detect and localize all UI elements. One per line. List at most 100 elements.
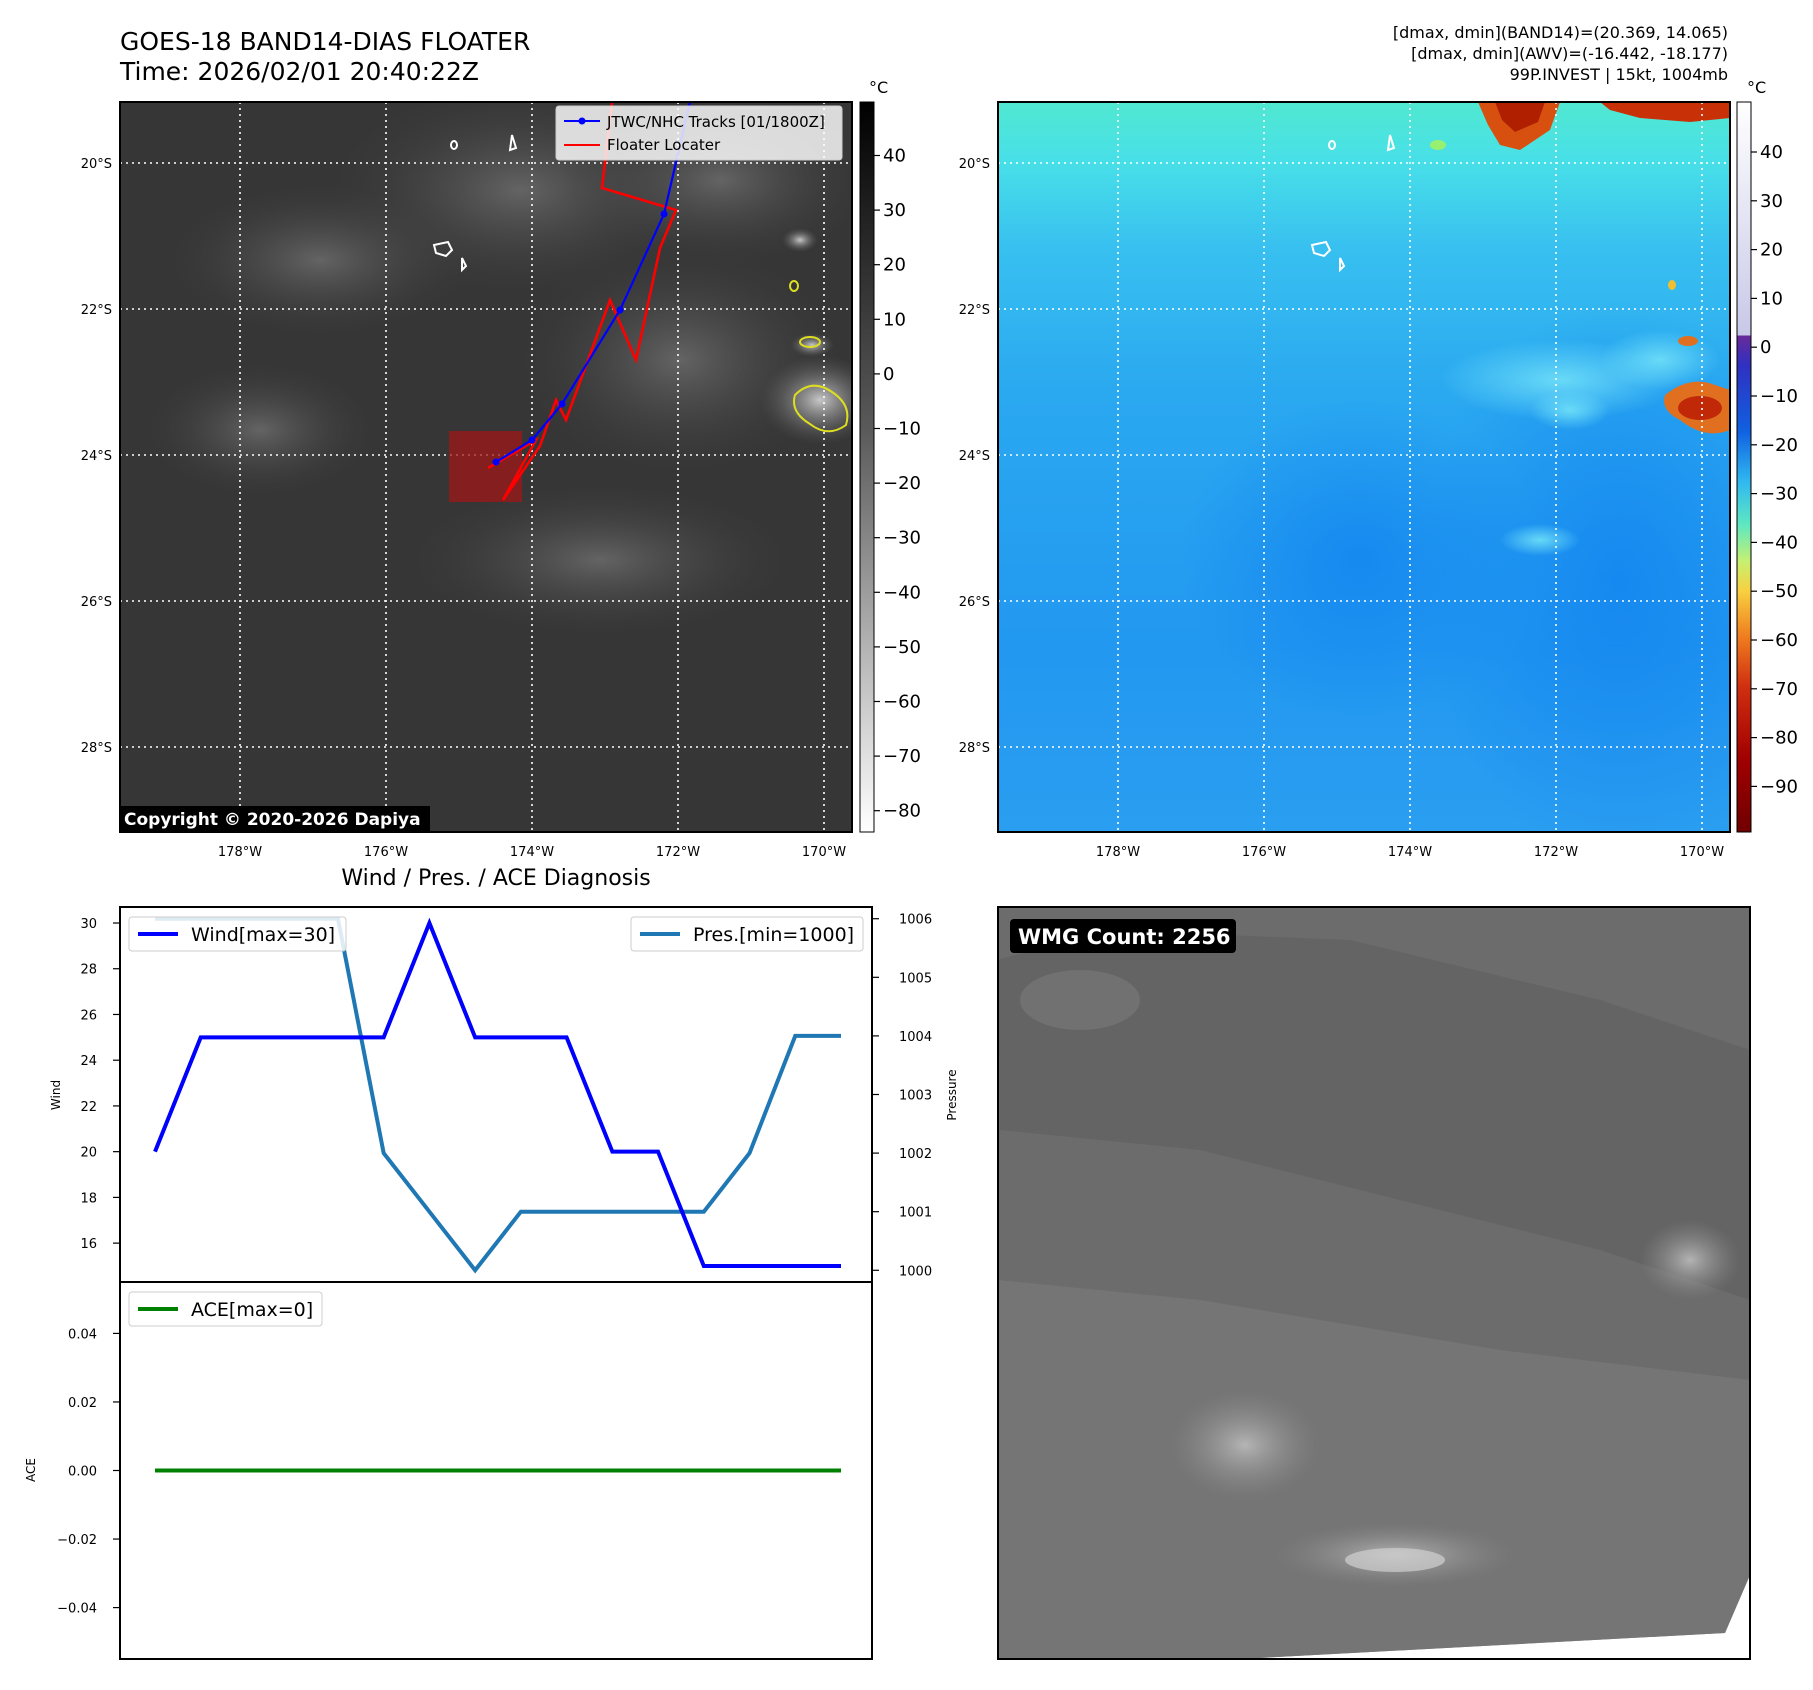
wind-legend: Wind[max=30] [128,916,347,952]
ir-colorbar-tick-label: −80 [883,801,921,822]
awv-colorbar-tick-label: −60 [1760,630,1798,651]
ir-colorbar: °C 40 30 20 10 0 −10 −20 −30 −40 −50 −60 −70 −80 [859,78,921,833]
awv-colorbar-tick-label: −40 [1760,532,1798,553]
ir-lon-label: 176°W [364,845,408,860]
pressure-axis-label: Pressure [945,1069,959,1120]
pressure-tick-label: 1001 [899,1206,932,1221]
legend-locater: Floater Locater [607,136,721,154]
awv-islands [1310,134,1396,273]
figure-title: GOES-18 BAND14-DIAS FLOATER [120,27,530,56]
awv-colorbar-ticks: 40 30 20 10 0 −10 −20 −30 −40 −50 −60 −70 −80 −90 [1751,142,1798,797]
ace-axis-ticks: 0.04 0.02 0.00 −0.02 −0.04 [57,1327,120,1617]
awv-lat-label: 28°S [959,741,990,756]
ir-lat-labels: 20°S 22°S 24°S 26°S 28°S [81,157,112,756]
awv-colorbar-ramp [1736,101,1752,833]
pressure-tick-label: 1004 [899,1030,932,1045]
ir-map: JTWC/NHC Tracks [01/1800Z] Floater Locat… [81,101,853,860]
ir-colorbar-tick-label: 20 [883,255,906,276]
ace-tick-label: −0.04 [57,1602,97,1617]
awv-lat-label: 24°S [959,449,990,464]
ir-lat-label: 24°S [81,449,112,464]
ir-colorbar-tick-label: −70 [883,746,921,767]
wind-tick-label: 22 [80,1100,97,1115]
wind-tick-label: 20 [80,1146,97,1161]
pressure-tick-label: 1005 [899,971,932,986]
awv-lat-label: 22°S [959,303,990,318]
awv-colorbar-tick-label: −70 [1760,679,1798,700]
ace-tick-label: 0.04 [68,1327,97,1342]
awv-map-frame [997,101,1731,833]
ir-lon-labels: 178°W 176°W 174°W 172°W 170°W [218,845,846,860]
awv-lon-label: 170°W [1680,845,1724,860]
stats-awv: [dmax, dmin](AWV)=(-16.442, -18.177) [1411,44,1728,63]
ir-colorbar-tick-label: −40 [883,582,921,603]
stats-band14: [dmax, dmin](BAND14)=(20.369, 14.065) [1393,23,1728,42]
awv-moisture-field [1180,102,1730,832]
ir-legend: JTWC/NHC Tracks [01/1800Z] Floater Locat… [555,105,843,161]
pressure-legend-label: Pres.[min=1000] [693,924,854,946]
awv-lon-labels: 178°W 176°W 174°W 172°W 170°W [1096,845,1724,860]
ir-cold-contours [789,280,849,433]
wmg-count: WMG Count: 2256 [1018,925,1231,949]
ir-map-frame [119,101,853,833]
pressure-legend: Pres.[min=1000] [630,916,864,952]
ace-legend: ACE[max=0] [128,1291,323,1327]
ir-lon-label: 174°W [510,845,554,860]
wind-legend-label: Wind[max=30] [191,924,335,946]
wind-tick-label: 24 [80,1054,97,1069]
ir-lat-label: 26°S [81,595,112,610]
ir-colorbar-tick-label: −30 [883,528,921,549]
awv-lon-label: 176°W [1242,845,1286,860]
ir-colorbar-ticks: 40 30 20 10 0 −10 −20 −30 −40 −50 −60 −70 −80 [874,146,921,822]
awv-colorbar-tick-label: 20 [1760,240,1783,261]
awv-colorbar-tick-label: −90 [1760,776,1798,797]
wmg-count-box [1010,919,1236,953]
wind-tick-label: 18 [80,1191,97,1206]
ir-colorbar-tick-label: −20 [883,473,921,494]
ir-lat-label: 22°S [81,303,112,318]
awv-colorbar-unit: °C [1747,78,1766,97]
wind-axis-ticks: 30 28 26 24 22 20 18 16 [80,917,120,1252]
stats-storm: 99P.INVEST | 15kt, 1004mb [1510,65,1728,84]
ace-axis-label: ACE [24,1458,38,1482]
ace-panel: 0.04 0.02 0.00 −0.02 −0.04 ACE ACE[max=0] [24,1281,873,1660]
wind-tick-label: 26 [80,1008,97,1023]
awv-lon-label: 174°W [1388,845,1432,860]
ir-colorbar-tick-label: 30 [883,200,906,221]
awv-colorbar-tick-label: 30 [1760,191,1783,212]
ace-legend-label: ACE[max=0] [191,1299,313,1321]
floater-box [449,431,522,502]
awv-gridlines [998,102,1730,832]
wind-series-points [154,922,842,1267]
awv-colorbar-tick-label: 10 [1760,288,1783,309]
ace-tick-label: −0.02 [57,1533,97,1548]
awv-map: 20°S 22°S 24°S 26°S 28°S 178°W 176°W 174°W 172°… [959,101,1731,860]
ir-colorbar-tick-label: 40 [883,146,906,167]
awv-colorbar-tick-label: −10 [1760,386,1798,407]
pressure-tick-label: 1000 [899,1264,932,1279]
pressure-tick-label: 1003 [899,1089,932,1104]
ir-lat-label: 28°S [81,741,112,756]
ir-colorbar-tick-label: −50 [883,637,921,658]
awv-lat-label: 20°S [959,157,990,172]
awv-colorbar-tick-label: −50 [1760,581,1798,602]
ir-colorbar-unit: °C [869,78,888,97]
diag-title: Wind / Pres. / ACE Diagnosis [341,866,650,891]
pressure-axis-ticks: 1006 1005 1004 1003 1002 1001 1000 [872,913,932,1279]
ir-lon-label: 170°W [802,845,846,860]
ir-islands [432,134,518,273]
awv-colorbar-tick-label: −30 [1760,484,1798,505]
wind-tick-label: 28 [80,963,97,978]
awv-colorbar: °C 40 30 20 10 0 −10 −20 −30 −40 −50 −60 −70 −80 −90 [1736,78,1798,833]
ir-lon-label: 178°W [218,845,262,860]
wmg-panel: WMG Count: 2256 [997,906,1751,1660]
ir-colorbar-ramp [859,101,875,833]
jtwc-track [492,101,692,466]
wmg-image [998,907,1750,1659]
ir-colorbar-tick-label: 0 [883,364,894,385]
awv-lon-label: 178°W [1096,845,1140,860]
pressure-tick-label: 1006 [899,913,932,928]
ir-lon-label: 172°W [656,845,700,860]
